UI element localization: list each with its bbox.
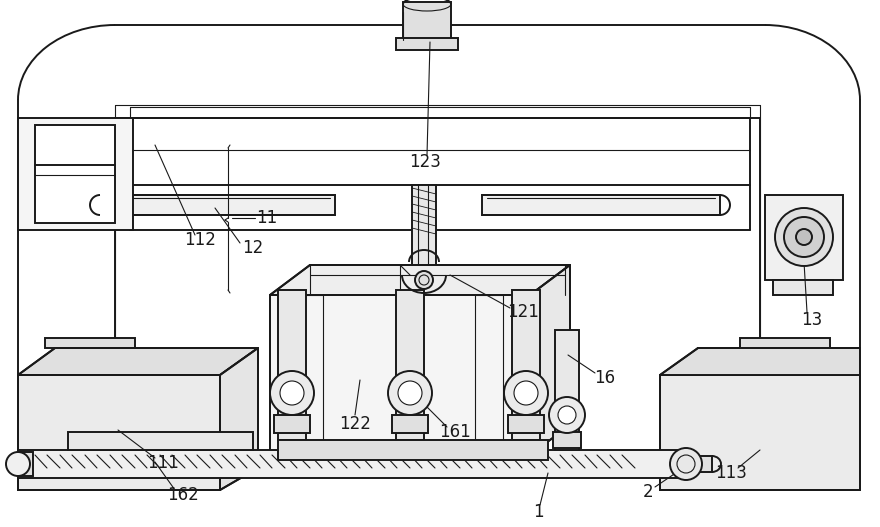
- Circle shape: [6, 452, 30, 476]
- Text: 13: 13: [802, 311, 823, 329]
- Circle shape: [549, 397, 585, 433]
- Text: 113: 113: [715, 464, 747, 482]
- Bar: [18, 452, 33, 476]
- Text: 162: 162: [167, 486, 199, 504]
- Bar: [508, 415, 544, 433]
- Text: 161: 161: [439, 423, 471, 441]
- Circle shape: [504, 371, 548, 415]
- Circle shape: [415, 271, 433, 289]
- Bar: [35, 125, 115, 223]
- Polygon shape: [660, 348, 860, 375]
- Polygon shape: [270, 295, 530, 455]
- Text: 112: 112: [184, 231, 216, 249]
- Text: 11: 11: [256, 209, 277, 227]
- Bar: [278, 290, 306, 440]
- Bar: [403, 2, 451, 42]
- Circle shape: [280, 381, 304, 405]
- Bar: [412, 185, 436, 265]
- Text: 123: 123: [409, 153, 441, 171]
- Bar: [392, 415, 428, 433]
- Circle shape: [784, 217, 824, 257]
- Text: 111: 111: [147, 454, 179, 472]
- Bar: [555, 330, 579, 450]
- Bar: [553, 432, 581, 448]
- Polygon shape: [18, 375, 220, 490]
- Bar: [512, 290, 540, 440]
- Circle shape: [514, 381, 538, 405]
- Polygon shape: [220, 348, 258, 490]
- Text: 122: 122: [339, 415, 371, 433]
- Bar: [278, 440, 548, 460]
- Polygon shape: [695, 456, 712, 472]
- Bar: [475, 295, 503, 455]
- Circle shape: [670, 448, 702, 480]
- Polygon shape: [100, 195, 335, 215]
- Bar: [295, 295, 323, 455]
- Polygon shape: [660, 375, 860, 490]
- Text: 2: 2: [642, 483, 653, 501]
- Bar: [396, 290, 424, 440]
- Circle shape: [796, 229, 812, 245]
- Circle shape: [775, 208, 833, 266]
- Circle shape: [388, 371, 432, 415]
- Polygon shape: [18, 348, 258, 375]
- Circle shape: [558, 406, 576, 424]
- Bar: [18, 118, 133, 230]
- Text: 16: 16: [594, 369, 616, 387]
- Text: 1: 1: [532, 503, 543, 521]
- Bar: [745, 340, 820, 422]
- Circle shape: [398, 381, 422, 405]
- Bar: [45, 338, 135, 348]
- Polygon shape: [482, 195, 720, 215]
- Bar: [68, 432, 253, 450]
- Text: 12: 12: [242, 239, 264, 257]
- Polygon shape: [270, 265, 570, 295]
- Polygon shape: [530, 265, 570, 455]
- Bar: [765, 195, 843, 280]
- Bar: [773, 280, 833, 295]
- Bar: [740, 338, 830, 348]
- Text: 121: 121: [507, 303, 539, 321]
- Bar: [396, 38, 458, 50]
- Bar: [18, 450, 678, 478]
- Bar: [55, 340, 130, 422]
- Circle shape: [270, 371, 314, 415]
- Bar: [274, 415, 310, 433]
